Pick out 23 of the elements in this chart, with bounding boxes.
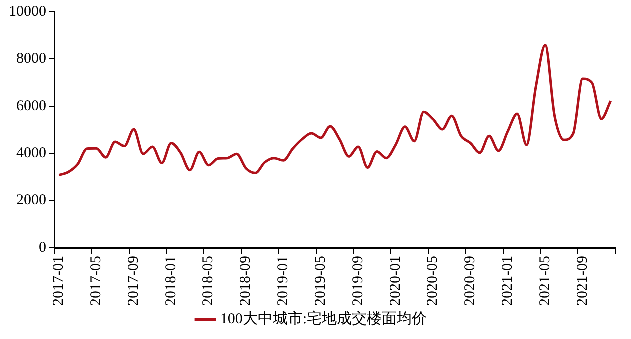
y-tick-label: 8000 (16, 51, 46, 68)
y-tick-label: 2000 (16, 192, 46, 209)
x-tick-label: 2017-09 (126, 256, 142, 306)
legend-label: 100大中城市:宅地成交楼面均价 (220, 310, 428, 328)
line-series (58, 44, 612, 177)
x-tick-label: 2021-09 (574, 256, 591, 306)
x-tick-label: 2021-05 (537, 256, 554, 306)
y-tick-label: 6000 (16, 98, 46, 114)
y-tick-label: 10000 (9, 4, 46, 20)
y-tick-label: 0 (39, 240, 46, 256)
x-tick-label: 2020-01 (388, 256, 404, 306)
x-tick-label: 2021-01 (500, 256, 516, 306)
y-tick-label: 4000 (16, 146, 46, 162)
x-tick-label: 2019-01 (276, 256, 292, 306)
x-tick-label: 2020-09 (462, 256, 479, 306)
x-tick-label: 2018-05 (200, 256, 217, 306)
x-tick-label: 2020-05 (425, 256, 442, 306)
x-tick-label: 2017-01 (51, 256, 68, 306)
x-tick-label: 2018-09 (238, 256, 254, 306)
x-tick-label: 2019-05 (312, 256, 329, 306)
x-tick-label: 2017-05 (88, 256, 105, 306)
x-tick-label: 2018-01 (163, 256, 180, 306)
x-tick-label: 2019-09 (350, 256, 366, 306)
